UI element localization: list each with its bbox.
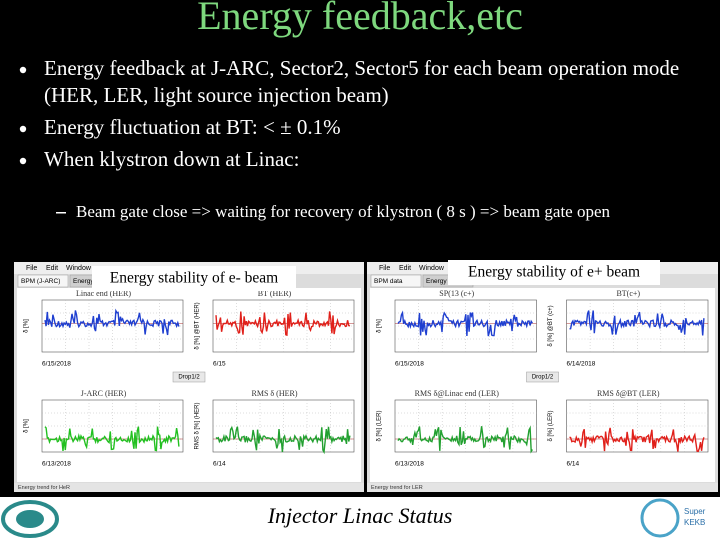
caption: Energy stability of e+ beam [468,264,640,281]
tab-label: BPM data [374,278,403,285]
plot-title: J-ARC (HER) [81,389,127,398]
status-text: Energy trend for HeR [18,485,70,491]
trend-trace [397,425,533,454]
caption-box [92,266,296,291]
status-bar [367,483,718,492]
plot-title: BT(c+) [616,289,640,298]
menu-item: Window [66,265,92,272]
bullet-text: When klystron down at Linac: [44,147,299,171]
divider-button [172,371,206,383]
axis-label: RMS δ [%] (HER) [195,402,201,449]
bullet-marker [19,125,27,133]
tab-label: Energy F [426,278,452,285]
menu-item: File [379,265,390,272]
tab [370,274,422,288]
divider-label: Drop1/2 [532,375,554,381]
trend-trace [569,427,705,453]
trend-trace [397,310,533,337]
status-bar [14,483,364,492]
plot-title: RMS δ@BT (LER) [597,389,660,398]
right-logo: Super KEKB [640,498,706,538]
bullet-marker [19,157,27,165]
status-text: Energy trend for LER [371,485,423,491]
trend-trace [44,426,180,452]
bullet-marker [19,66,27,74]
date-label: 6/14/2018 [567,361,596,368]
divider-label: Drop1/2 [178,375,200,381]
axis-label: δ [%] [377,319,383,333]
menu-item: Window [419,265,445,272]
plot-title: RMS δ (HER) [252,389,298,398]
slide-title: Energy feedback,etc [197,0,523,38]
date-label: 6/13/2018 [42,461,71,468]
trend-trace [215,311,351,337]
date-label: 6/15/2018 [42,361,71,368]
plot-title: SP(13 (c+) [439,289,474,298]
axis-label: δ [%] (LER) [548,410,554,441]
left-logo [1,500,59,538]
bullet-text: Energy fluctuation at BT: < ± 0.1% [44,115,341,139]
trend-trace [569,310,705,336]
logo-text: KEKB [684,518,705,527]
bullet-text: Energy feedback at J-ARC, Sector2, Secto… [44,56,679,107]
axis-label: δ [%] (LER) [377,410,383,441]
plot-title: RMS δ@Linac end (LER) [415,389,500,398]
axis-label: δ [%] [24,419,30,433]
caption-box [448,260,660,285]
plot-title: Linac end (HER) [76,289,131,298]
axis-label: δ [%] [24,319,30,333]
trend-trace [44,308,180,336]
axis-label: δ [%] @BT (HER) [195,302,201,349]
bullet-text: Beam gate close => waiting for recovery … [76,202,611,221]
footer-text: Injector Linac Status [267,503,453,528]
date-label: 6/14 [567,461,580,468]
footer-band [0,497,720,540]
caption: Energy stability of e- beam [110,270,278,287]
plot-title: BT (HER) [258,289,292,298]
menu-item: File [26,265,37,272]
tab-label: BPM (J-ARC) [21,278,60,285]
date-label: 6/15 [213,361,226,368]
tab [17,274,69,288]
logo-text: Super [684,507,706,516]
trend-trace [215,425,351,455]
menu-item: Edit [46,265,58,272]
date-label: 6/14 [213,461,226,468]
sub-bullet-marker [56,212,66,214]
date-label: 6/15/2018 [395,361,424,368]
screenshot: File Edit Window BPM data Energy F SP(13 (c+)… [367,260,718,492]
date-label: 6/13/2018 [395,461,424,468]
axis-label: δ [%] @BT (c+) [548,305,554,346]
menu-item: Edit [399,265,411,272]
divider-button [526,371,559,383]
